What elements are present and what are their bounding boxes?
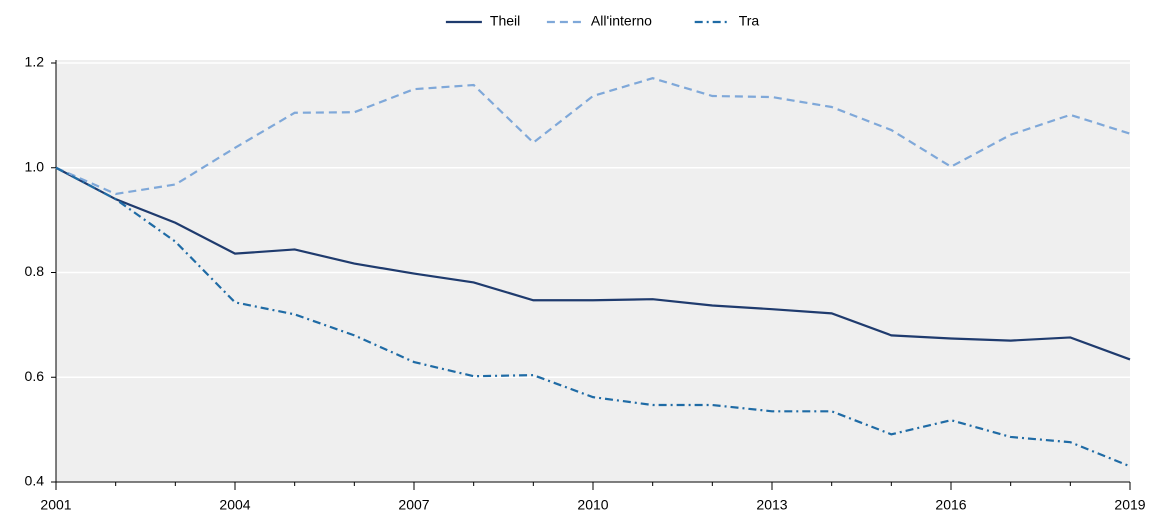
plot-background xyxy=(56,60,1130,482)
x-tick-label: 2004 xyxy=(219,497,250,513)
series-line xyxy=(55,166,1131,361)
x-tick-label: 2019 xyxy=(1114,497,1145,513)
y-tick-label: 1.2 xyxy=(25,54,45,70)
x-tick-label: 2001 xyxy=(40,497,71,513)
x-tick-label: 2016 xyxy=(935,497,966,513)
y-tick-label: 0.8 xyxy=(25,263,45,279)
series-line xyxy=(55,77,1131,196)
x-tick-label: 2007 xyxy=(398,497,429,513)
legend-label: All'interno xyxy=(591,13,652,29)
legend-label: Tra xyxy=(739,13,760,29)
legend-label: Theil xyxy=(490,13,520,29)
x-tick-label: 2010 xyxy=(577,497,608,513)
y-tick-label: 0.6 xyxy=(25,368,45,384)
y-tick-label: 1.0 xyxy=(25,158,45,174)
y-tick-label: 0.4 xyxy=(25,473,45,489)
x-tick-label: 2013 xyxy=(756,497,787,513)
series-line xyxy=(55,166,1131,468)
